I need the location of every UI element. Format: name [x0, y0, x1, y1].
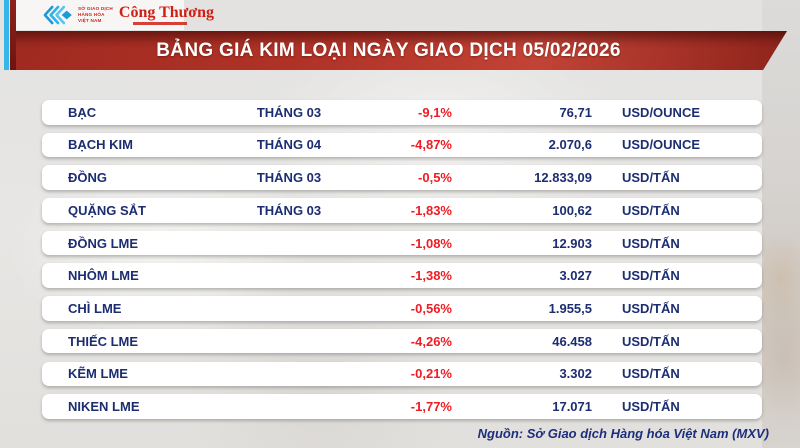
price-value: 12.833,09 [534, 170, 592, 186]
price-unit: USD/TẤN [622, 300, 680, 316]
table-row: CHÌ LME -0,56% 1.955,5 USD/TẤN [42, 296, 762, 321]
price-unit: USD/TẤN [622, 333, 680, 349]
percent-change: -9,1% [418, 104, 452, 120]
price-table: BẠC THÁNG 03 -9,1% 76,71 USD/OUNCE BẠCH … [42, 100, 762, 419]
table-row: BẠCH KIM THÁNG 04 -4,87% 2.070,6 USD/OUN… [42, 132, 762, 158]
price-unit: USD/OUNCE [622, 104, 701, 120]
price-unit: USD/TẤN [622, 268, 680, 284]
commodity-name: QUẶNG SẮT [68, 202, 146, 218]
percent-change: -0,21% [410, 366, 452, 382]
price-value: 3.027 [559, 268, 592, 284]
price-unit: USD/TẤN [622, 170, 680, 186]
price-unit: USD/TẤN [622, 366, 680, 382]
logo-plate: SỞ GIAO DỊCH HÀNG HÓA VIỆT NAM Công Thươ… [16, 0, 214, 30]
congthuong-tagline-bar [132, 21, 187, 26]
commodity-name: NHÔM LME [68, 268, 139, 284]
congthuong-logo: Công Thương [118, 3, 214, 26]
contract-month: THÁNG 03 [256, 104, 322, 120]
congthuong-logo-text: Công Thương [118, 3, 214, 21]
table-row: QUẶNG SẮT THÁNG 03 -1,83% 100,62 USD/TẤN [42, 198, 762, 223]
left-accent-bar-red [10, 0, 16, 70]
mxv-logo-line: VIỆT NAM [78, 17, 102, 23]
commodity-name: NIKEN LME [68, 398, 140, 414]
price-value: 2.070,6 [548, 137, 592, 153]
title-banner: BẢNG GIÁ KIM LOẠI NGÀY GIAO DỊCH 05/02/2… [16, 31, 787, 70]
table-row: ĐỒNG LME -1,08% 12.903 USD/TẤN [42, 230, 762, 256]
price-value: 3.302 [559, 366, 592, 382]
table-row: NHÔM LME -1,38% 3.027 USD/TẤN [42, 263, 762, 288]
commodity-name: CHÌ LME [68, 300, 122, 316]
commodity-name: BẠCH KIM [68, 137, 133, 153]
page-title: BẢNG GIÁ KIM LOẠI NGÀY GIAO DỊCH 05/02/2… [156, 39, 621, 61]
price-value: 17.071 [552, 398, 592, 414]
price-value: 100,62 [552, 202, 592, 218]
mxv-logo-text: SỞ GIAO DỊCH HÀNG HÓA VIỆT NAM [78, 6, 113, 23]
table-row: NIKEN LME -1,77% 17.071 USD/TẤN [42, 394, 762, 419]
table-row: ĐỒNG THÁNG 03 -0,5% 12.833,09 USD/TẤN [42, 165, 762, 190]
table-row: BẠC THÁNG 03 -9,1% 76,71 USD/OUNCE [42, 100, 762, 125]
percent-change: -0,56% [410, 300, 452, 316]
price-unit: USD/TẤN [622, 398, 680, 414]
price-unit: USD/OUNCE [622, 137, 701, 153]
commodity-name: KẼM LME [68, 366, 128, 382]
commodity-name: BẠC [68, 104, 97, 120]
percent-change: -1,83% [410, 202, 452, 218]
price-value: 12.903 [552, 235, 592, 251]
contract-month: THÁNG 03 [256, 202, 322, 218]
table-row: THIẾC LME -4,26% 46.458 USD/TẤN [42, 328, 762, 354]
percent-change: -4,87% [410, 137, 452, 153]
percent-change: -1,38% [410, 268, 452, 284]
mxv-logo-line: SỞ GIAO DỊCH [78, 6, 113, 12]
commodity-name: THIẾC LME [68, 333, 139, 349]
percent-change: -1,77% [410, 398, 452, 414]
source-note: Nguồn: Sở Giao dịch Hàng hóa Việt Nam (M… [477, 426, 769, 441]
percent-change: -4,26% [410, 333, 452, 349]
mxv-logo-line: HÀNG HÓA [78, 12, 105, 18]
background-photo-strip [762, 0, 800, 448]
percent-change: -1,08% [410, 235, 452, 251]
commodity-name: ĐỒNG [68, 170, 107, 186]
price-unit: USD/TẤN [622, 202, 680, 218]
price-value: 46.458 [552, 333, 592, 349]
price-value: 1.955,5 [548, 300, 592, 316]
contract-month: THÁNG 04 [256, 137, 322, 153]
price-value: 76,71 [559, 104, 592, 120]
commodity-name: ĐỒNG LME [68, 235, 139, 251]
percent-change: -0,5% [418, 170, 452, 186]
price-unit: USD/TẤN [622, 235, 680, 251]
contract-month: THÁNG 03 [256, 170, 322, 186]
mxv-logo-icon [43, 5, 72, 25]
table-row: KẼM LME -0,21% 3.302 USD/TẤN [42, 361, 762, 386]
left-accent-bar-cyan [4, 0, 9, 70]
